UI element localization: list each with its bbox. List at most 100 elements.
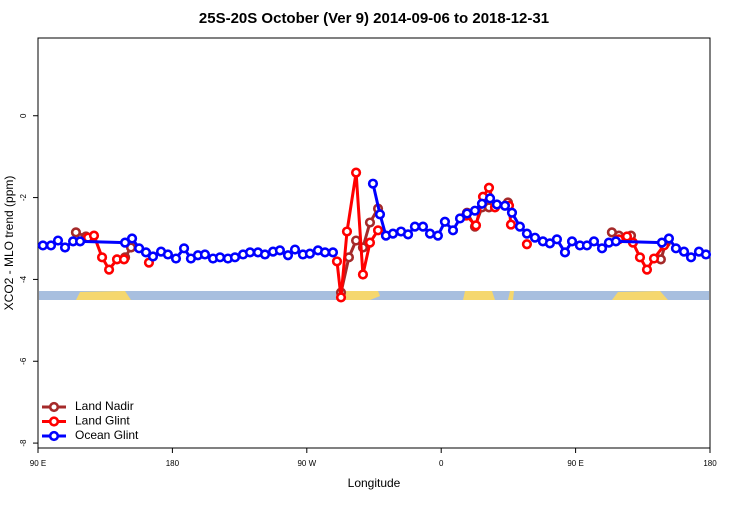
- data-point: [663, 233, 675, 244]
- data-point: [529, 232, 541, 243]
- y-tick-label: -4: [19, 275, 28, 283]
- data-point: [596, 243, 608, 254]
- data-point: [476, 198, 488, 209]
- data-point: [133, 243, 145, 254]
- legend-marker: [48, 430, 60, 442]
- data-point: [469, 205, 481, 216]
- data-point: [634, 252, 646, 263]
- data-point: [118, 254, 130, 265]
- x-tick-label: 0: [439, 459, 444, 468]
- land-patch: [76, 291, 131, 300]
- data-point: [364, 237, 376, 248]
- y-tick-label: -6: [19, 357, 28, 365]
- data-point: [335, 292, 347, 303]
- data-point: [656, 237, 668, 248]
- data-point: [119, 237, 131, 248]
- data-point: [52, 235, 64, 246]
- x-tick-label: 90 E: [567, 459, 583, 468]
- data-point: [147, 251, 159, 262]
- data-point: [648, 253, 660, 264]
- data-point: [447, 225, 459, 236]
- data-point: [432, 230, 444, 241]
- data-point: [350, 235, 362, 246]
- data-point: [364, 217, 376, 228]
- land-patch: [463, 291, 495, 300]
- data-point: [544, 238, 556, 249]
- data-point: [559, 247, 571, 258]
- data-point: [521, 228, 533, 239]
- data-point: [170, 253, 182, 264]
- data-point: [417, 221, 429, 232]
- land-mask: [39, 291, 709, 300]
- data-point: [88, 230, 100, 241]
- data-point: [214, 252, 226, 263]
- data-point: [514, 221, 525, 232]
- data-point: [678, 246, 690, 257]
- data-point: [244, 247, 256, 258]
- y-tick-label: -2: [19, 193, 28, 201]
- data-point: [70, 227, 82, 238]
- data-point: [566, 236, 578, 247]
- data-point: [103, 264, 115, 275]
- y-axis-label: XCO2 - MLO trend (ppm): [2, 176, 16, 311]
- x-axis-label: Longitude: [348, 476, 401, 490]
- data-point: [327, 247, 339, 258]
- data-point: [551, 234, 563, 245]
- data-point: [491, 199, 503, 210]
- data-point: [505, 219, 517, 230]
- data-point: [331, 256, 343, 267]
- data-point: [350, 167, 362, 178]
- data-point: [387, 228, 399, 239]
- data-point: [96, 252, 108, 263]
- y-tick-label: -8: [19, 439, 28, 447]
- data-point: [402, 229, 414, 240]
- data-point: [282, 250, 294, 261]
- chart-title: 25S-20S October (Ver 9) 2014-09-06 to 20…: [199, 10, 549, 27]
- land-patch: [612, 291, 668, 300]
- data-point: [357, 269, 369, 280]
- x-tick-label: 90 E: [30, 459, 46, 468]
- plot-frame: [37, 37, 711, 449]
- data-point: [521, 239, 533, 250]
- data-point: [140, 247, 152, 258]
- legend-marker: [48, 416, 60, 427]
- x-tick-label: 90 W: [297, 459, 316, 468]
- legend-label: Land Glint: [75, 414, 130, 428]
- legend-label: Land Nadir: [75, 399, 134, 413]
- data-point: [374, 209, 386, 220]
- data-point: [372, 225, 384, 236]
- data-point: [162, 249, 174, 260]
- data-point: [610, 236, 622, 247]
- data-point: [319, 247, 331, 258]
- data-point: [685, 252, 697, 263]
- data-point: [126, 233, 138, 244]
- data-point: [178, 243, 190, 254]
- legend-label: Ocean Glint: [75, 428, 139, 442]
- data-point: [461, 208, 473, 219]
- legend-marker: [48, 401, 60, 413]
- data-point: [588, 236, 600, 247]
- data-point: [59, 242, 71, 253]
- data-point: [424, 228, 436, 239]
- data-point: [483, 182, 495, 193]
- data-point: [506, 207, 518, 218]
- data-point: [259, 249, 271, 260]
- data-point: [670, 243, 682, 254]
- data-point: [75, 236, 86, 247]
- x-tick-label: 180: [703, 459, 717, 468]
- data-point: [700, 249, 712, 260]
- data-point: [45, 240, 57, 251]
- x-tick-label: 180: [166, 459, 180, 468]
- data-point: [641, 264, 653, 275]
- data-point: [274, 245, 286, 256]
- data-point: [439, 216, 451, 227]
- data-point: [199, 249, 211, 260]
- data-point: [289, 244, 301, 255]
- data-point: [484, 193, 496, 204]
- data-point: [341, 226, 353, 237]
- data-point: [409, 221, 421, 232]
- land-patch: [508, 291, 514, 300]
